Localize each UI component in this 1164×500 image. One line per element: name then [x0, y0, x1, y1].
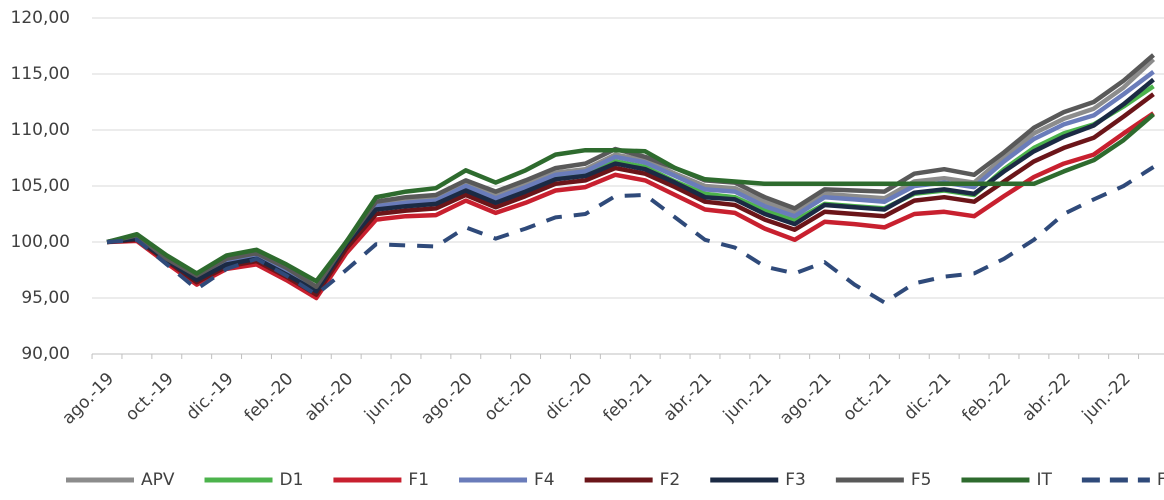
- x-tick-label: jun.-22: [1078, 369, 1135, 426]
- x-tick-label: ago.-19: [58, 369, 118, 429]
- x-tick-label: ago.-20: [417, 369, 477, 429]
- y-tick-label: 115,00: [11, 64, 70, 84]
- legend-label: F4: [534, 470, 555, 490]
- legend-label: D1: [280, 470, 304, 490]
- x-tick-label: dic.-20: [541, 369, 596, 424]
- y-tick-label: 95,00: [21, 288, 70, 308]
- y-tick-label: 105,00: [11, 176, 70, 196]
- x-tick-label: abr.-21: [660, 369, 716, 425]
- x-tick-label: abr.-20: [301, 369, 357, 425]
- series-line: [106, 165, 1155, 305]
- legend-label: APV: [141, 470, 175, 490]
- y-tick-label: 90,00: [21, 344, 70, 364]
- series-line: [106, 111, 1155, 301]
- legend-label: FM Tipo: [1157, 470, 1164, 490]
- legend-label: F5: [911, 470, 932, 490]
- legend-label: F1: [408, 470, 429, 490]
- x-tick-label: oct.-21: [839, 369, 895, 425]
- y-tick-label: 100,00: [11, 232, 70, 252]
- x-tick-label: oct.-19: [122, 369, 178, 425]
- legend-label: F2: [660, 470, 681, 490]
- x-tick-label: dic.-21: [900, 369, 955, 424]
- legend-label: F3: [785, 470, 806, 490]
- series-line: [106, 112, 1155, 284]
- x-tick-label: dic.-19: [182, 369, 237, 424]
- x-tick-label: feb.-21: [599, 369, 656, 426]
- legend-label: IT: [1036, 470, 1052, 490]
- x-tick-label: feb.-20: [241, 369, 298, 426]
- x-tick-label: jun.-21: [719, 369, 776, 426]
- y-tick-label: 120,00: [11, 8, 70, 28]
- x-tick-label: abr.-22: [1018, 369, 1074, 425]
- x-tick-label: oct.-20: [480, 369, 536, 425]
- x-tick-label: feb.-22: [958, 369, 1015, 426]
- y-tick-label: 110,00: [11, 120, 70, 140]
- x-tick-label: ago.-21: [776, 369, 836, 429]
- x-tick-label: jun.-20: [360, 369, 417, 426]
